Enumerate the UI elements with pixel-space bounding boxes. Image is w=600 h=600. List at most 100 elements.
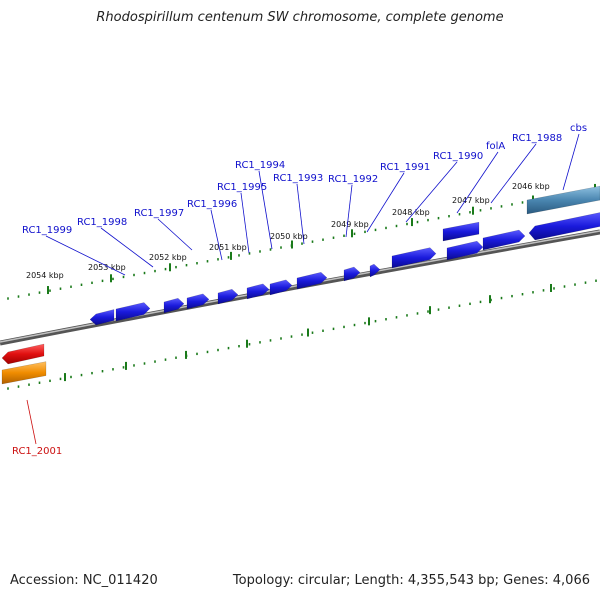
minor-tick xyxy=(406,222,408,226)
minor-tick xyxy=(448,214,450,218)
minor-tick xyxy=(458,213,461,216)
leader-line-red xyxy=(26,399,37,445)
gene-arrow[interactable] xyxy=(482,229,526,251)
gene-arrow[interactable] xyxy=(1,343,45,365)
minor-tick xyxy=(595,279,597,282)
minor-tick xyxy=(427,218,429,222)
major-tick xyxy=(291,240,293,249)
minor-tick xyxy=(353,232,356,236)
gene-arrow[interactable] xyxy=(186,293,210,310)
minor-tick xyxy=(332,327,335,331)
major-tick xyxy=(368,317,370,326)
minor-tick xyxy=(521,201,524,204)
gene-label[interactable]: RC1_1988 xyxy=(512,133,562,144)
gene-label[interactable]: RC1_1991 xyxy=(380,162,430,173)
minor-tick xyxy=(196,262,198,265)
gene-label[interactable]: RC1_1990 xyxy=(433,151,483,162)
minor-tick xyxy=(385,318,387,321)
minor-tick xyxy=(553,287,555,290)
gene-arrow[interactable] xyxy=(343,266,361,282)
minor-tick xyxy=(343,234,345,237)
gene-label[interactable]: folA xyxy=(486,141,505,152)
minor-tick xyxy=(248,343,251,346)
minor-tick xyxy=(101,370,104,373)
gene-arrow[interactable] xyxy=(163,297,185,314)
gene-arrow[interactable] xyxy=(115,302,151,322)
minor-tick xyxy=(259,250,261,253)
minor-tick xyxy=(427,310,429,313)
minor-tick xyxy=(364,230,366,234)
minor-tick xyxy=(59,377,62,381)
leader-line xyxy=(100,227,154,268)
minor-tick xyxy=(511,203,513,206)
minor-tick xyxy=(511,294,513,298)
minor-tick xyxy=(395,224,398,228)
kbp-label: 2047 kbp xyxy=(452,196,490,205)
minor-tick xyxy=(532,291,534,294)
leader-line xyxy=(157,218,193,251)
gene-arrow[interactable] xyxy=(246,283,270,300)
gene-label[interactable]: RC1_1994 xyxy=(235,160,285,171)
minor-tick xyxy=(311,331,314,334)
minor-tick xyxy=(416,312,419,315)
gene-arrow[interactable] xyxy=(217,288,239,305)
kbp-label: 2054 kbp xyxy=(26,271,64,280)
kbp-label: 2052 kbp xyxy=(149,253,187,262)
kbp-label: 2049 kbp xyxy=(331,220,369,229)
topology-info: Topology: circular; Length: 4,355,543 bp… xyxy=(232,573,590,588)
minor-tick xyxy=(301,242,303,245)
gene-arrow[interactable] xyxy=(1,361,47,385)
minor-tick xyxy=(112,277,114,281)
gene-arrow[interactable] xyxy=(369,263,381,278)
minor-tick xyxy=(70,285,72,288)
major-tick xyxy=(472,206,474,215)
major-tick xyxy=(246,339,248,348)
major-tick xyxy=(307,328,309,337)
minor-tick xyxy=(7,387,9,390)
minor-tick xyxy=(206,260,209,263)
gene-arrow[interactable] xyxy=(391,247,437,269)
major-tick xyxy=(64,373,66,382)
minor-tick xyxy=(584,281,587,284)
minor-tick xyxy=(28,383,30,386)
minor-tick xyxy=(416,220,419,224)
minor-tick xyxy=(7,297,9,300)
gene-label[interactable]: RC1_1993 xyxy=(273,173,323,184)
major-tick xyxy=(411,218,413,227)
gene-label[interactable]: cbs xyxy=(570,123,587,134)
minor-tick xyxy=(164,267,167,271)
leader-line xyxy=(345,184,353,238)
minor-tick xyxy=(269,248,272,251)
gene-label[interactable]: RC1_1997 xyxy=(134,208,184,219)
gene-arrow[interactable] xyxy=(528,212,600,241)
gene-arrow[interactable] xyxy=(296,272,328,290)
gene-label[interactable]: RC1_1998 xyxy=(77,217,127,228)
gene-arrow[interactable] xyxy=(442,221,480,242)
minor-tick xyxy=(238,254,240,257)
gene-arrow[interactable] xyxy=(526,185,600,215)
gene-label[interactable]: RC1_1999 xyxy=(22,225,72,236)
kbp-label: 2046 kbp xyxy=(512,182,550,191)
gene-label-red[interactable]: RC1_2001 xyxy=(12,446,62,457)
gene-label[interactable]: RC1_1996 xyxy=(187,199,237,210)
minor-tick xyxy=(469,211,471,214)
major-tick xyxy=(110,274,112,283)
minor-tick xyxy=(521,293,524,296)
minor-tick xyxy=(101,279,104,283)
minor-tick xyxy=(437,308,440,311)
minor-tick xyxy=(122,275,125,279)
minor-tick xyxy=(385,226,387,230)
kbp-label: 2048 kbp xyxy=(392,208,430,217)
minor-tick xyxy=(469,302,471,306)
kbp-labels: 2054 kbp 2053 kbp 2052 kbp 2051 kbp 2050 kbp… xyxy=(26,182,550,280)
minor-tick xyxy=(574,283,576,286)
gene-label[interactable]: RC1_1992 xyxy=(328,174,378,185)
gene-arrow[interactable] xyxy=(269,279,293,296)
minor-tick xyxy=(479,209,482,212)
gene-label[interactable]: RC1_1995 xyxy=(217,182,267,193)
minor-tick xyxy=(374,228,377,232)
gene-arrow[interactable] xyxy=(446,240,484,261)
gene-arrow[interactable] xyxy=(89,309,115,326)
leader-line xyxy=(45,235,126,276)
